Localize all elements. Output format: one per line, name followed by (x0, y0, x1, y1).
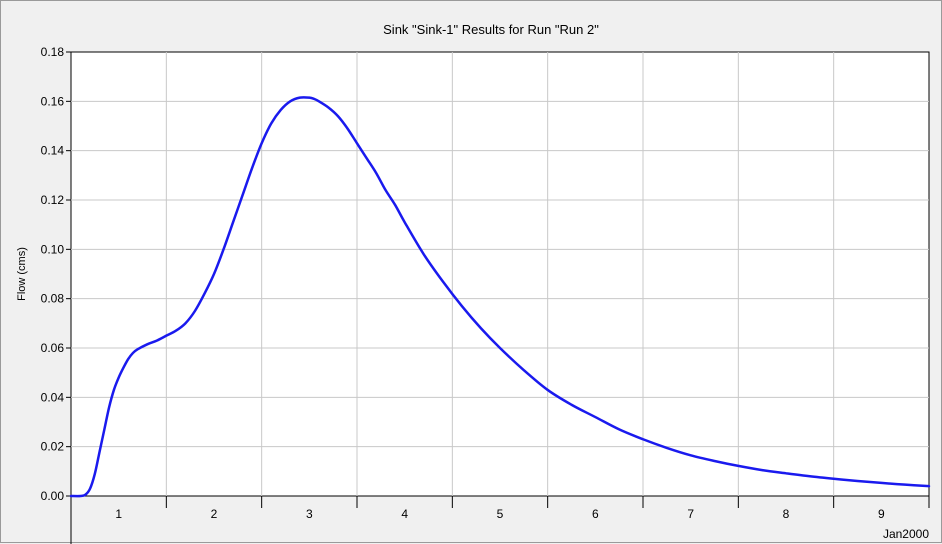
grid-lines (71, 52, 929, 496)
x-tick-label: 8 (783, 507, 790, 521)
y-tick-label: 0.10 (41, 242, 65, 256)
y-tick-label: 0.12 (41, 193, 65, 207)
plot-area (70, 51, 930, 497)
x-tick-label: 7 (687, 507, 694, 521)
x-axis-period-label: Jan2000 (883, 527, 929, 541)
y-tick-label: 0.08 (41, 292, 65, 306)
y-tick-label: 0.00 (41, 489, 65, 503)
x-tick-label: 5 (497, 507, 504, 521)
x-tick-label: 1 (115, 507, 122, 521)
y-tick-label: 0.02 (41, 440, 65, 454)
x-tick-label: 3 (306, 507, 313, 521)
x-tick-label: 4 (401, 507, 408, 521)
y-tick-label: 0.18 (41, 45, 65, 59)
chart-title: Sink "Sink-1" Results for Run "Run 2" (383, 22, 599, 37)
y-tick-label: 0.06 (41, 341, 65, 355)
y-axis-label: Flow (cms) (16, 247, 28, 301)
x-tick-label: 2 (211, 507, 218, 521)
y-tick-label: 0.14 (41, 144, 65, 158)
y-tick-label: 0.16 (41, 94, 65, 108)
axes: 0.00 0.02 0.04 0.06 0.08 0.10 0.12 0.14 0.16 0.18… (41, 45, 930, 544)
x-tick-label: 6 (592, 507, 599, 521)
y-tick-label: 0.04 (41, 390, 65, 404)
flow-series-line (69, 96, 931, 498)
x-tick-label: 9 (878, 507, 885, 521)
